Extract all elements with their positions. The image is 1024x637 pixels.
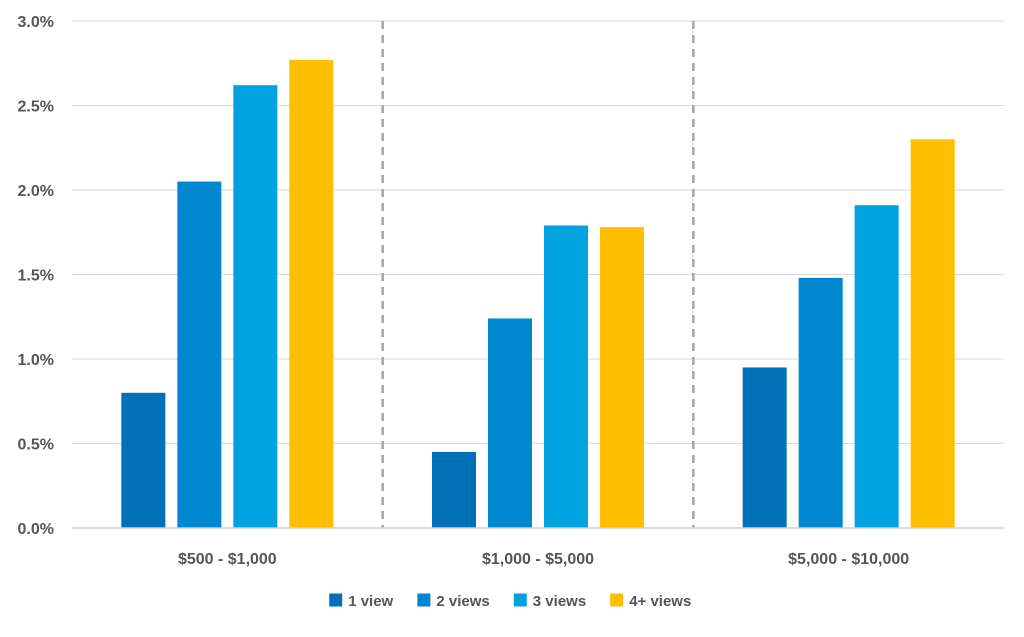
legend-swatch [417, 593, 431, 607]
y-tick-label: 2.5% [18, 99, 54, 116]
y-tick-label: 1.0% [18, 352, 54, 369]
legend-item: 3 views [513, 593, 586, 610]
x-axis-categories: $500 - $1,000 $1,000 - $5,000 $5,000 - $10… [178, 551, 909, 568]
legend-swatch [329, 593, 343, 607]
legend-label: 4+ views [629, 593, 691, 610]
bar-3-views-1 [233, 85, 278, 528]
y-tick-label: 2.0% [18, 183, 54, 200]
y-axis-ticks: 0.0% 0.5% 1.0% 1.5% 2.0% 2.5% 3.0% [18, 14, 54, 538]
group-separators [381, 21, 695, 528]
x-category-label: $1,000 - $5,000 [482, 551, 594, 568]
bar-4-views-3 [910, 139, 955, 529]
legend-label: 2 views [436, 593, 489, 610]
y-tick-label: 3.0% [18, 14, 54, 31]
legend-swatch [610, 593, 624, 607]
bar-4-views-1 [289, 59, 334, 529]
bar-3-views-3 [854, 205, 899, 528]
legend-item: 4+ views [610, 593, 691, 610]
x-category-label: $5,000 - $10,000 [788, 551, 909, 568]
bars [121, 59, 955, 529]
bar-2-views-1 [177, 181, 222, 529]
bar-4-views-2 [600, 227, 644, 528]
legend-item: 2 views [417, 593, 490, 610]
gridlines [72, 20, 1004, 444]
bar-1-view-1 [121, 392, 166, 528]
bar-1-view-3 [742, 367, 787, 528]
y-tick-label: 0.0% [18, 521, 54, 538]
y-tick-label: 0.5% [18, 437, 54, 454]
legend-item: 1 view [329, 593, 394, 610]
legend-label: 3 views [533, 593, 586, 610]
bar-1-view-2 [432, 451, 476, 528]
legend: 1 view 2 views 3 views 4+ views [329, 593, 691, 610]
legend-label: 1 view [348, 593, 393, 610]
y-tick-label: 1.5% [18, 268, 54, 285]
bar-2-views-2 [488, 318, 532, 528]
bar-3-views-2 [544, 225, 588, 529]
legend-swatch [513, 593, 527, 607]
bar-2-views-3 [798, 277, 843, 528]
x-category-label: $500 - $1,000 [178, 551, 277, 568]
